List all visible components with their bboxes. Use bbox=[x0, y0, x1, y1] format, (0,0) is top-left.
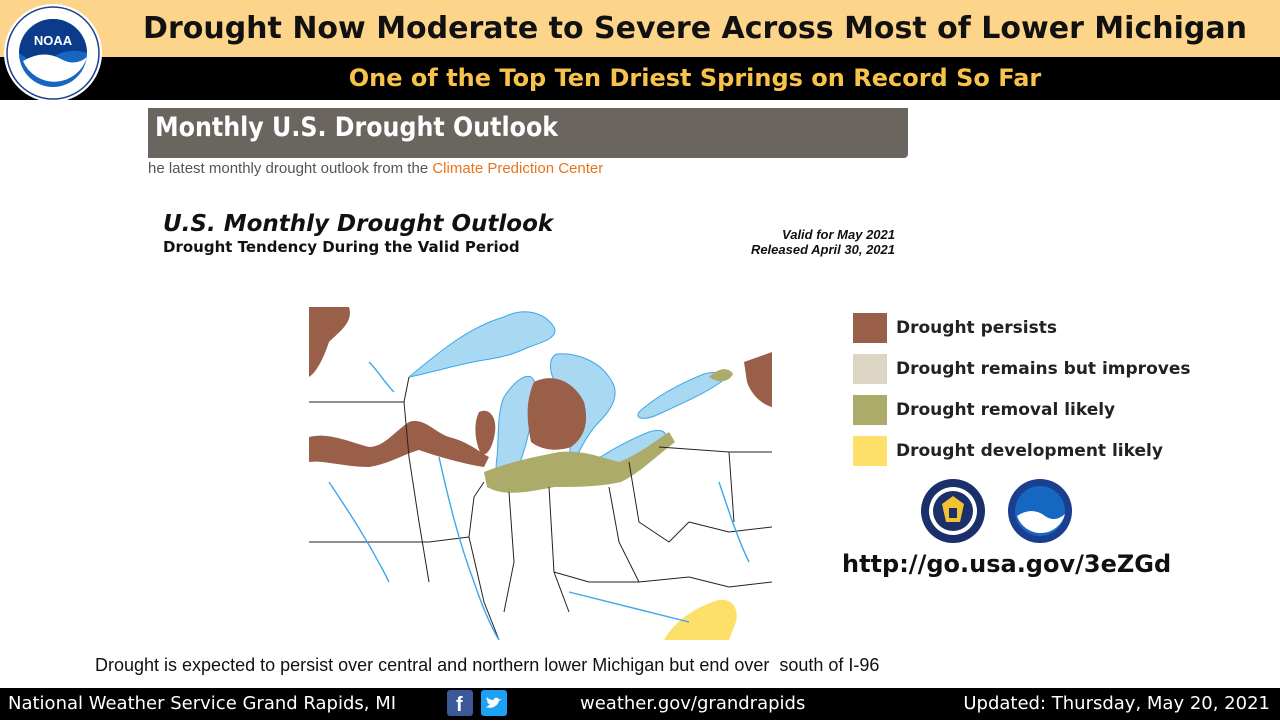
noaa-logo-icon: NOAA bbox=[4, 4, 102, 102]
legend-label: Drought persists bbox=[896, 318, 1057, 338]
drought-development-nc bbox=[664, 599, 737, 640]
outlook-banner bbox=[148, 108, 908, 158]
latest-outlook-text: he latest monthly drought outlook from t… bbox=[148, 160, 433, 177]
legend-swatch bbox=[853, 436, 887, 466]
doc-seal-icon bbox=[921, 479, 985, 543]
title-bar bbox=[0, 0, 1280, 57]
footer-bar bbox=[0, 688, 1280, 720]
legend-swatch bbox=[853, 395, 887, 425]
valid-period: Valid for May 2021 bbox=[782, 227, 895, 242]
svg-text:NOAA: NOAA bbox=[34, 33, 73, 48]
page-title: Drought Now Moderate to Severe Across Mo… bbox=[143, 11, 1247, 46]
release-date: Released April 30, 2021 bbox=[750, 242, 895, 257]
lake-superior bbox=[408, 311, 556, 378]
latest-outlook-line: he latest monthly drought outlook from t… bbox=[148, 160, 603, 177]
legend-label: Drought remains but improves bbox=[896, 359, 1191, 379]
footer-website[interactable]: weather.gov/grandrapids bbox=[580, 693, 806, 714]
footer-updated: Updated: Thursday, May 20, 2021 bbox=[963, 693, 1270, 714]
state-borders bbox=[309, 376, 772, 640]
map-subtitle: Drought Tendency During the Valid Period bbox=[163, 238, 520, 256]
map-title: U.S. Monthly Drought Outlook bbox=[163, 211, 554, 237]
twitter-icon[interactable] bbox=[481, 690, 507, 716]
facebook-icon[interactable]: f bbox=[447, 690, 473, 716]
drought-persists-northeast bbox=[744, 352, 772, 407]
noaa-small-icon bbox=[1008, 479, 1072, 543]
page-subtitle: One of the Top Ten Driest Springs on Rec… bbox=[348, 64, 1042, 92]
caption: Drought is expected to persist over cent… bbox=[95, 655, 880, 675]
legend-label: Drought development likely bbox=[896, 441, 1163, 461]
svg-text:f: f bbox=[456, 694, 463, 716]
lake-michigan bbox=[495, 375, 537, 484]
rivers bbox=[328, 361, 750, 640]
drought-persists-iowa bbox=[309, 420, 489, 467]
outlook-url[interactable]: http://go.usa.gov/3eZGd bbox=[842, 550, 1172, 578]
outlook-banner-title: Monthly U.S. Drought Outlook bbox=[155, 112, 559, 143]
drought-persists-wisconsin bbox=[475, 410, 496, 455]
footer-office: National Weather Service Grand Rapids, M… bbox=[8, 693, 397, 714]
climate-prediction-center-link[interactable]: Climate Prediction Center bbox=[432, 160, 604, 177]
subtitle-bar bbox=[0, 57, 1280, 100]
drought-persists-minnesota bbox=[309, 307, 350, 377]
drought-outlook-map bbox=[309, 282, 772, 640]
drought-removal-belt bbox=[484, 432, 675, 493]
lake-ontario bbox=[637, 371, 725, 419]
legend-swatch bbox=[853, 354, 887, 384]
legend-label: Drought removal likely bbox=[896, 400, 1116, 420]
drought-persists-michigan bbox=[527, 378, 587, 450]
legend-swatch bbox=[853, 313, 887, 343]
drought-removal-ny bbox=[709, 369, 733, 382]
